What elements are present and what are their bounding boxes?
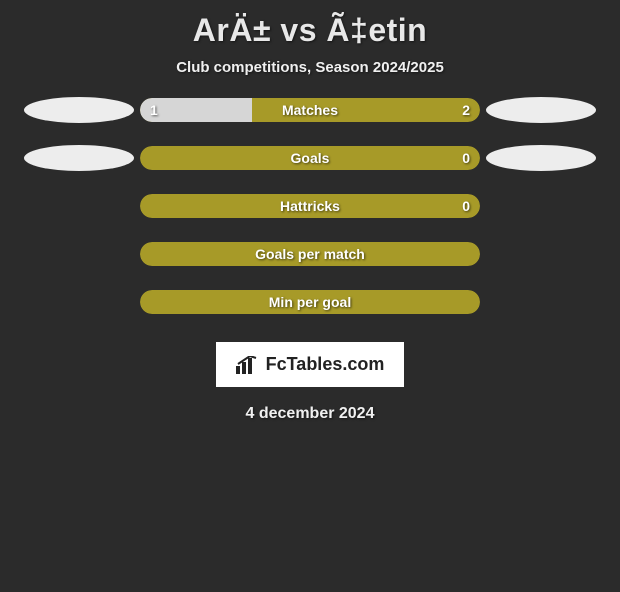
stat-bar: Hattricks0 [140,194,480,218]
stat-value-right: 0 [462,194,470,218]
chart-icon [236,356,258,374]
stat-label: Min per goal [140,290,480,314]
stat-row: Goals per match [0,240,620,268]
comparison-rows: Matches12Goals0Hattricks0Goals per match… [0,96,620,316]
stat-row: Hattricks0 [0,192,620,220]
stat-row: Goals0 [0,144,620,172]
stat-row: Matches1 2 [0,96,620,124]
stat-label: Goals per match [140,242,480,266]
stat-row: Min per goal [0,288,620,316]
stat-label: Matches [140,98,480,122]
stat-bar: Matches1 2 [140,98,480,122]
page-title: ArÄ± vs Ã‡etin [0,12,620,49]
page-subtitle: Club competitions, Season 2024/2025 [0,59,620,76]
stat-value-right: 0 [462,146,470,170]
player-left-ellipse [24,97,134,123]
badge-text: FcTables.com [266,354,385,375]
stat-value-left: 1 [150,98,158,122]
stat-bar: Min per goal [140,290,480,314]
player-right-ellipse [486,97,596,123]
player-left-ellipse [24,145,134,171]
stat-bar: Goals0 [140,146,480,170]
site-badge[interactable]: FcTables.com [216,316,405,387]
stat-label: Goals [140,146,480,170]
stat-bar: Goals per match [140,242,480,266]
stat-value-right: 2 [462,98,470,122]
date-label: 4 december 2024 [0,405,620,423]
player-right-ellipse [486,145,596,171]
stats-comparison-card: ArÄ± vs Ã‡etin Club competitions, Season… [0,12,620,423]
stat-label: Hattricks [140,194,480,218]
